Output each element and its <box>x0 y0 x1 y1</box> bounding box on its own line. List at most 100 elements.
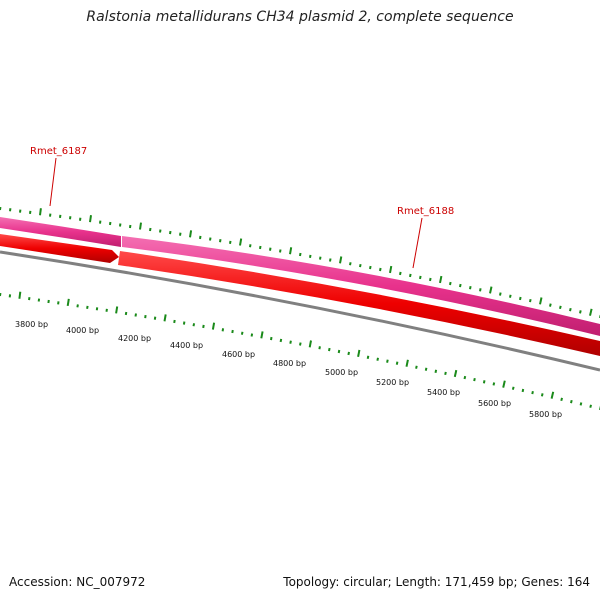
scale-label: 4200 bp <box>118 334 151 343</box>
inner-tick-ring <box>0 291 600 410</box>
minor-tick <box>376 357 379 361</box>
scale-label: 4000 bp <box>66 326 99 335</box>
gene-label-rmet-6188[interactable]: Rmet_6188 <box>397 206 454 217</box>
minor-tick <box>479 288 482 292</box>
major-tick <box>550 391 555 399</box>
major-tick <box>39 208 42 216</box>
pink-track-left-segment[interactable] <box>0 217 121 247</box>
backbone-line <box>0 250 600 372</box>
major-tick <box>489 286 493 294</box>
minor-tick <box>28 297 31 301</box>
minor-tick <box>386 359 389 363</box>
scale-label: 4800 bp <box>273 359 306 368</box>
minor-tick <box>549 303 552 307</box>
scale-label: 4400 bp <box>170 341 203 350</box>
major-tick <box>115 306 119 314</box>
minor-tick <box>209 237 212 241</box>
major-tick <box>453 369 458 378</box>
major-tick <box>439 275 443 284</box>
minor-tick <box>179 232 182 236</box>
major-tick <box>405 359 409 367</box>
minor-tick <box>347 351 350 356</box>
minor-tick <box>459 283 462 288</box>
minor-tick <box>444 371 447 376</box>
accession-text: Accession: NC_007972 <box>9 575 146 589</box>
minor-tick <box>299 252 302 257</box>
minor-tick <box>429 277 432 282</box>
map-title: Ralstonia metallidurans CH34 plasmid 2, … <box>86 9 514 25</box>
gene-arrow-rmet-6187[interactable] <box>0 234 119 263</box>
major-tick <box>389 265 393 274</box>
minor-tick <box>329 258 332 262</box>
minor-tick <box>511 386 515 390</box>
minor-tick <box>463 375 467 380</box>
minor-tick <box>366 355 370 359</box>
major-tick <box>18 291 22 299</box>
minor-tick <box>424 367 428 371</box>
minor-tick <box>270 336 273 341</box>
scale-label: 5000 bp <box>325 368 358 377</box>
major-tick <box>357 349 361 357</box>
minor-tick <box>560 397 563 402</box>
scale-label: 5200 bp <box>376 378 409 387</box>
minor-tick <box>589 404 592 408</box>
minor-tick <box>540 393 544 397</box>
minor-tick <box>86 305 89 309</box>
major-tick <box>239 238 243 246</box>
minor-tick <box>259 245 262 250</box>
minor-tick <box>559 305 562 310</box>
minor-tick <box>419 275 422 280</box>
pink-track-right-segment[interactable] <box>122 236 600 336</box>
gene-block-rmet-6188[interactable] <box>118 251 600 356</box>
minor-tick <box>434 369 438 373</box>
minor-tick <box>569 307 572 312</box>
major-tick <box>289 247 293 255</box>
major-tick <box>163 314 167 322</box>
minor-tick <box>76 304 79 308</box>
scale-label: 5600 bp <box>478 399 511 408</box>
minor-tick <box>531 390 534 395</box>
minor-tick <box>469 286 472 290</box>
minor-tick <box>521 388 525 393</box>
minor-tick <box>395 361 399 365</box>
minor-tick <box>202 324 205 329</box>
gene-label-rmet-6187[interactable]: Rmet_6187 <box>30 146 87 157</box>
minor-tick <box>379 267 382 272</box>
minor-tick <box>337 349 341 354</box>
minor-tick <box>519 296 522 301</box>
minor-tick <box>279 338 283 343</box>
minor-tick <box>473 377 476 382</box>
minor-tick <box>240 331 244 335</box>
minor-tick <box>250 333 254 337</box>
major-tick <box>339 256 343 264</box>
major-tick <box>260 331 264 339</box>
minor-tick <box>169 230 172 235</box>
minor-tick <box>499 292 502 296</box>
minor-tick <box>199 235 202 240</box>
scale-labels: 3800 bp 4000 bp 4200 bp 4400 bp 4600 bp … <box>15 320 562 419</box>
minor-tick <box>249 244 252 248</box>
scale-label: 4600 bp <box>222 350 255 359</box>
gene-label-leader-rmet-6188 <box>412 217 423 269</box>
gene-label-leader-rmet-6187 <box>49 157 57 207</box>
minor-tick <box>369 265 372 270</box>
minor-tick <box>359 263 362 268</box>
minor-tick <box>299 342 302 346</box>
scale-label: 5800 bp <box>529 410 562 419</box>
minor-tick <box>529 298 532 303</box>
major-tick <box>211 322 216 330</box>
scale-label: 3800 bp <box>15 320 48 329</box>
minor-tick <box>289 340 292 344</box>
minor-tick <box>231 329 234 334</box>
minor-tick <box>399 271 402 276</box>
minor-tick <box>192 323 196 327</box>
minor-tick <box>579 402 583 406</box>
outer-tick-ring <box>0 206 600 318</box>
minor-tick <box>269 247 272 251</box>
major-tick <box>539 297 543 305</box>
minor-tick <box>449 281 452 286</box>
minor-tick <box>509 294 512 298</box>
minor-tick <box>415 365 418 369</box>
minor-tick <box>219 239 222 243</box>
